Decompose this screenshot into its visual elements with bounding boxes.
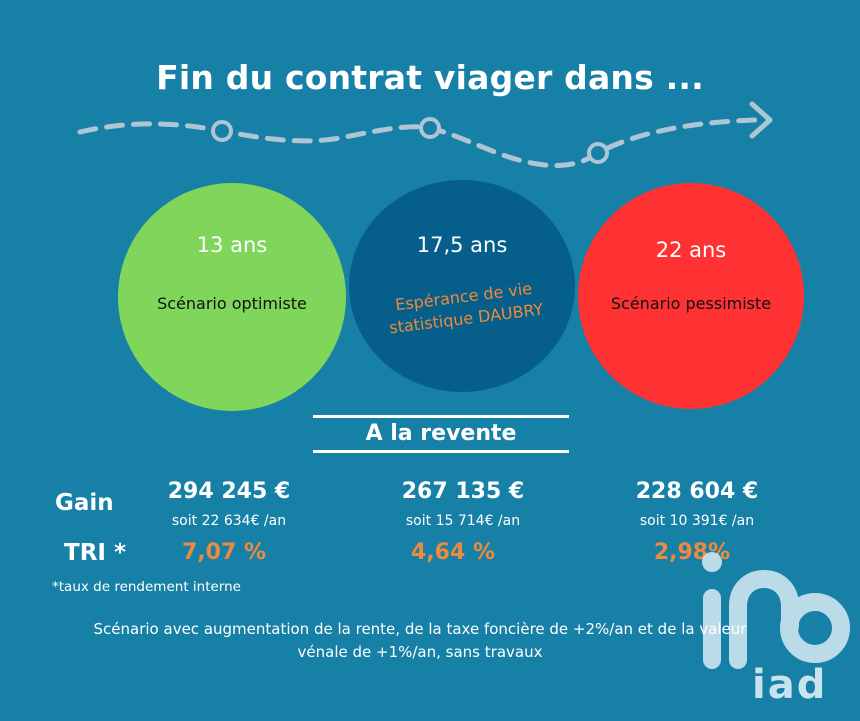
scenario-pessimiste-circle bbox=[578, 183, 804, 409]
scenario-daubry-circle bbox=[349, 180, 575, 392]
timeline-node-2 bbox=[419, 117, 441, 139]
gain-value-optimiste: 294 245 € bbox=[167, 479, 291, 504]
page-title: Fin du contrat viager dans ... bbox=[156, 58, 704, 97]
timeline-node-3 bbox=[587, 142, 609, 164]
revente-heading: A la revente bbox=[365, 421, 517, 446]
revente-top-rule bbox=[313, 415, 569, 418]
scenario-pessimiste-label: Scénario pessimiste bbox=[610, 294, 772, 313]
gain-label: Gain bbox=[55, 490, 114, 516]
per-year-daubry: soit 15 714€ /an bbox=[405, 513, 521, 529]
scenario-optimiste-years: 13 ans bbox=[196, 233, 268, 257]
footer-note: Scénario avec augmentation de la rente, … bbox=[30, 618, 810, 664]
gain-value-daubry: 267 135 € bbox=[401, 479, 525, 504]
per-year-pessimiste: soit 10 391€ /an bbox=[639, 513, 755, 529]
timeline-node-1 bbox=[211, 120, 233, 142]
iad-logo-icon bbox=[702, 552, 850, 669]
footnote: *taux de rendement interne bbox=[52, 579, 241, 595]
iad-logo-text: iad bbox=[752, 662, 828, 708]
tri-value-optimiste: 7,07 % bbox=[182, 540, 266, 565]
scenario-pessimiste-years: 22 ans bbox=[655, 238, 727, 262]
scenario-optimiste-circle bbox=[118, 183, 346, 411]
gain-value-pessimiste: 228 604 € bbox=[635, 479, 759, 504]
revente-bottom-rule bbox=[313, 450, 569, 453]
footer-line-2: vénale de +1%/an, sans travaux bbox=[297, 643, 543, 661]
tri-label: TRI * bbox=[64, 540, 126, 566]
scenario-daubry-years: 17,5 ans bbox=[416, 233, 508, 257]
tri-value-daubry: 4,64 % bbox=[411, 540, 495, 565]
arrow-right-icon bbox=[749, 101, 773, 139]
per-year-optimiste: soit 22 634€ /an bbox=[171, 513, 287, 529]
scenario-optimiste-label: Scénario optimiste bbox=[157, 294, 307, 313]
footer-line-1: Scénario avec augmentation de la rente, … bbox=[93, 620, 747, 638]
